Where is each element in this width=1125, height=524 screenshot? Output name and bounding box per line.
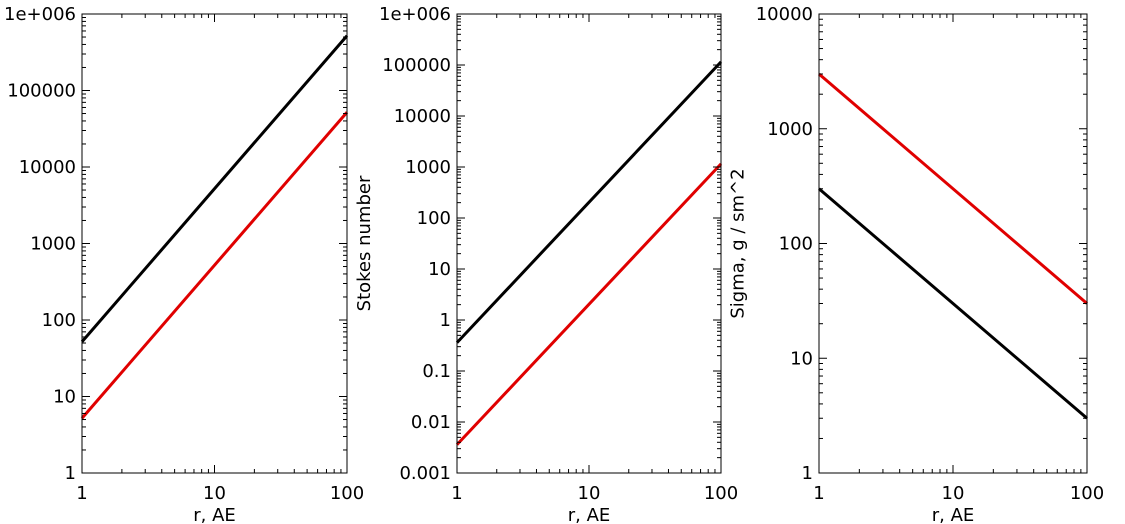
- y-tick-label: 1000: [30, 234, 76, 255]
- y-tick-label: 10000: [394, 106, 451, 127]
- series-line-1: [818, 72, 1088, 305]
- x-axis-title: r, AE: [568, 505, 611, 524]
- x-tick-label: 100: [704, 483, 738, 504]
- y-tick-label: 1: [802, 463, 813, 484]
- x-tick-label: 10: [942, 483, 965, 504]
- y-tick-label: 1: [65, 463, 76, 484]
- y-tick-label: 1000: [767, 119, 813, 140]
- y-tick-label: 10000: [19, 157, 76, 178]
- x-axis-title: r, AE: [932, 505, 975, 524]
- y-tick-label: 100000: [7, 81, 76, 102]
- series-line-0: [80, 34, 349, 343]
- y-axis-title: Sigma, g / sm^2: [728, 168, 749, 318]
- panel-stokes-number: 1 10 100 0.001 0.01 0.1 1 10 100 1000 10000 100000 1…: [354, 4, 738, 524]
- series-line-0: [455, 60, 723, 344]
- y-tick-label: 100000: [382, 55, 451, 76]
- x-tick-label: 10: [203, 483, 226, 504]
- y-tick-label: 0.1: [422, 361, 451, 382]
- y-tick-label: 10: [790, 348, 813, 369]
- y-tick-label: 100: [417, 208, 451, 229]
- y-tick-label: 100: [42, 310, 76, 331]
- plot-frame: [818, 13, 1088, 474]
- y-tick-label: 10000: [756, 4, 813, 25]
- x-tick-label: 1: [451, 483, 462, 504]
- y-tick-label: 10: [53, 387, 76, 408]
- x-tick-label: 10: [578, 483, 601, 504]
- x-axis-title: r, AE: [193, 505, 236, 524]
- y-tick-label: 1e+006: [379, 4, 451, 25]
- y-tick-label: 1: [440, 310, 451, 331]
- y-tick-label: 0.001: [399, 463, 451, 484]
- y-tick-label: 0.01: [411, 412, 451, 433]
- x-tick-label: 1: [813, 483, 824, 504]
- series-line-0: [818, 187, 1088, 420]
- y-axis-title: Stokes number: [354, 175, 375, 311]
- x-tick-label: 100: [330, 483, 364, 504]
- series-line-1: [80, 111, 349, 420]
- series-line-1: [455, 162, 723, 446]
- x-tick-label: 100: [1070, 483, 1104, 504]
- panel-sigma: 1 10 100 1 10 100 1000 10000 r, AE Sigma, g / sm^…: [728, 4, 1105, 524]
- x-tick-label: 1: [76, 483, 87, 504]
- y-tick-label: 1e+006: [4, 4, 76, 25]
- y-tick-label: 1000: [405, 157, 451, 178]
- y-tick-label: 10: [428, 259, 451, 280]
- y-tick-label: 100: [779, 234, 813, 255]
